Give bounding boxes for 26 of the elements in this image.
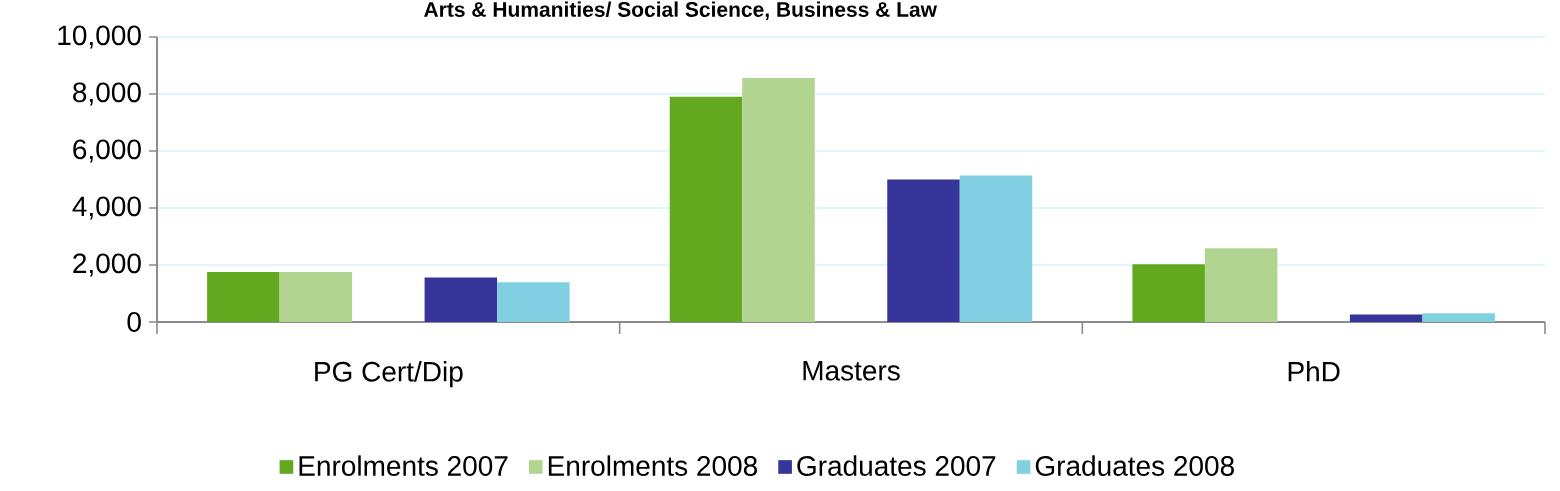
x-tick-label: PG Cert/Dip — [315, 361, 463, 388]
bar — [424, 277, 498, 322]
legend-label: Enrolments 2008 — [548, 455, 757, 476]
x-tick-label: Masters — [803, 361, 900, 381]
bar — [497, 282, 570, 322]
legend-label: Graduates 2008 — [1035, 455, 1234, 476]
y-tick-label: 10,000 — [58, 25, 141, 49]
y-tick-label: 2,000 — [73, 253, 141, 277]
bar — [887, 179, 960, 322]
y-tick-label: 6,000 — [73, 139, 141, 163]
bar — [742, 78, 815, 322]
bar — [669, 96, 743, 322]
chart-title: Arts & Humanities/ Social Science, Business & Law — [424, 1, 938, 20]
bar — [1349, 314, 1423, 322]
bar — [1132, 264, 1205, 322]
x-tick-label: PhD — [1288, 361, 1340, 382]
bar — [959, 175, 1033, 322]
bar — [1422, 313, 1495, 322]
bar — [207, 272, 280, 322]
y-tick-label: 0 — [127, 312, 141, 332]
y-tick-label: 4,000 — [72, 196, 141, 220]
y-tick-label: 8,000 — [73, 82, 141, 106]
bar — [1204, 248, 1278, 322]
legend-label: Enrolments 2007 — [299, 455, 508, 476]
legend-label: Graduates 2007 — [797, 455, 996, 476]
bar — [279, 272, 353, 322]
